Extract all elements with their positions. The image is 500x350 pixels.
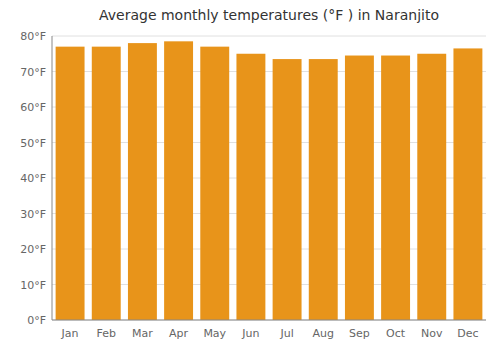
bar [128,43,157,320]
bar [273,59,302,320]
x-tick-label: Aug [313,327,334,340]
x-axis-line [52,320,486,321]
y-tick-label: 60°F [20,101,46,114]
chart: Average monthly temperatures (°F ) in Na… [0,0,500,350]
x-tick-label: Jun [241,327,259,340]
bar [417,54,446,320]
y-axis-line [52,36,53,320]
bar [453,48,482,320]
y-tick-label: 30°F [20,208,46,221]
y-tick-label: 20°F [20,243,46,256]
title: Average monthly temperatures (°F ) in Na… [99,7,439,23]
grid-line [52,36,486,37]
y-tick-label: 80°F [20,30,46,43]
x-tick-label: Mar [132,327,153,340]
x-tick-label: Dec [457,327,478,340]
x-axis: Jan Feb Mar Apr May Jun Jul Aug Sep Oct Nov Dec [61,327,479,340]
x-tick-label: Nov [421,327,443,340]
x-tick-label: Oct [386,327,406,340]
x-tick-label: Sep [349,327,370,340]
chart-root: Average monthly temperatures (°F ) in Na… [0,0,500,350]
bar [345,56,374,320]
bar [56,47,85,320]
y-tick-label: 0°F [27,314,46,327]
bars [56,41,483,320]
bar [309,59,338,320]
bar [200,47,229,320]
y-tick-label: 70°F [20,66,46,79]
y-tick-label: 40°F [20,172,46,185]
bar [164,41,193,320]
x-tick-label: Jan [61,327,79,340]
grid-line [52,320,486,321]
bar [381,56,410,320]
bar [236,54,265,320]
y-axis: 0°F 10°F 20°F 30°F 40°F 50°F 60°F 70°F 80°F [20,30,46,327]
y-tick-label: 10°F [20,279,46,292]
x-tick-label: May [203,327,226,340]
x-tick-label: Feb [97,327,116,340]
y-tick-label: 50°F [20,137,46,150]
x-tick-label: Jul [279,327,293,340]
grid [52,36,486,320]
x-tick-label: Apr [169,327,189,340]
bar [92,47,121,320]
